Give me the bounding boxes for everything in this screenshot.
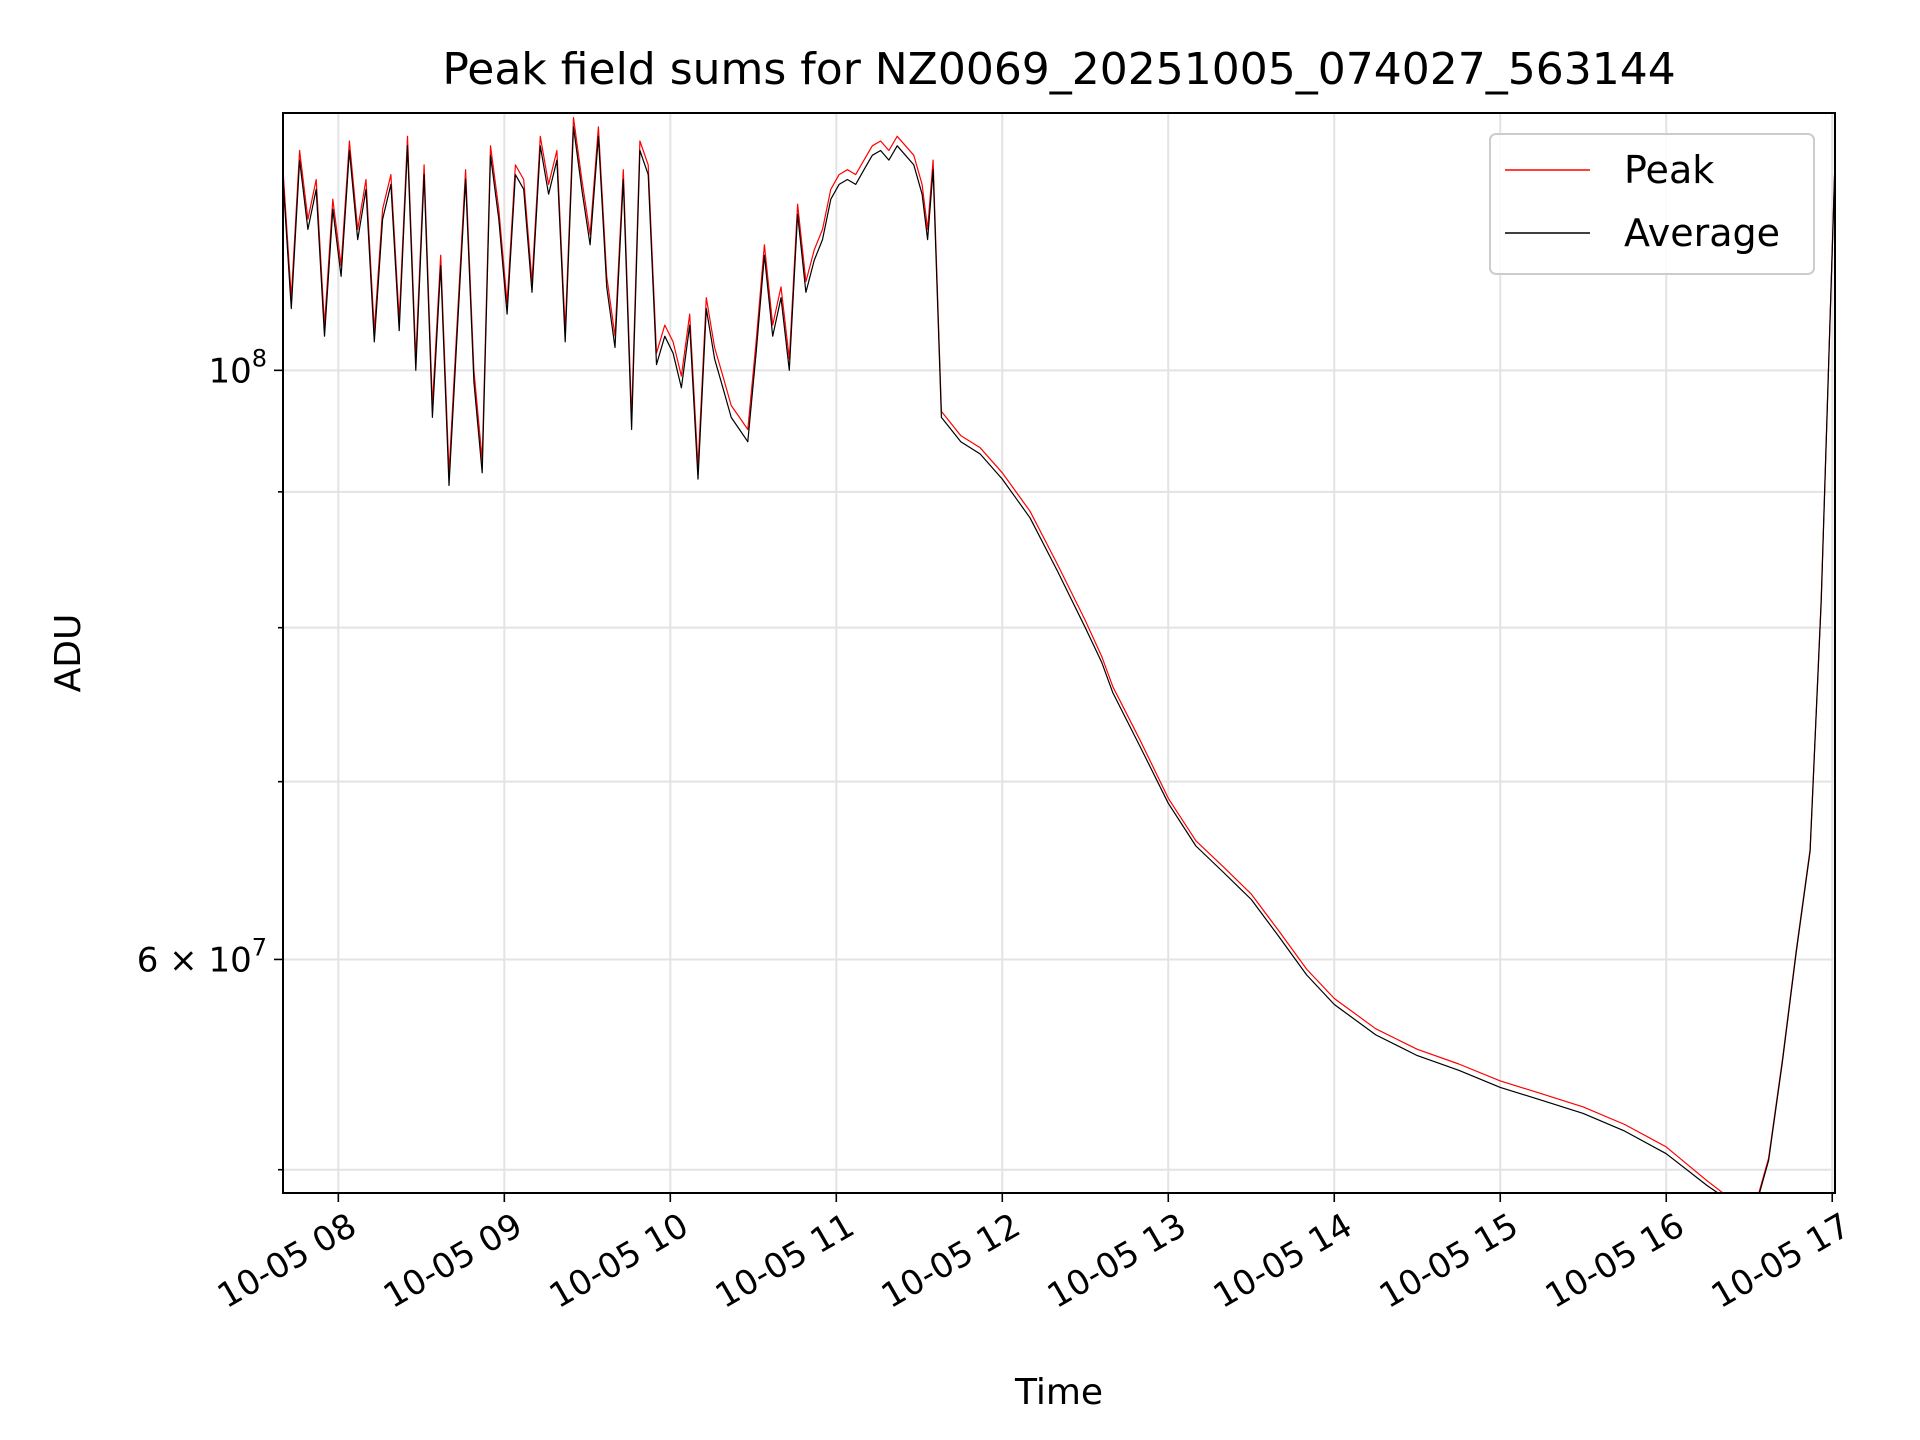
legend-box xyxy=(1489,133,1815,275)
legend-peak-label: Peak xyxy=(1624,148,1714,192)
plot-frame xyxy=(282,112,1836,1194)
series-line-peak xyxy=(283,117,1835,1193)
series-line-average xyxy=(283,126,1835,1193)
y-tick-label-prefix: 10 xyxy=(208,351,251,391)
y-axis-label: ADU xyxy=(48,614,89,693)
legend: Peak Average xyxy=(1489,133,1815,275)
y-tick-label-exponent: 8 xyxy=(252,344,267,372)
y-tick-label: 108 xyxy=(208,344,267,391)
y-tick-label-exponent: 7 xyxy=(252,933,267,961)
x-axis-label: Time xyxy=(1014,1372,1103,1413)
series-layer xyxy=(283,117,1835,1193)
grid xyxy=(283,113,1835,1193)
y-tick-label-prefix: 6 × 10 xyxy=(137,940,252,980)
chart-title: Peak field sums for NZ0069_20251005_0740… xyxy=(442,44,1675,95)
y-tick-label: 6 × 107 xyxy=(137,933,267,980)
legend-average-label: Average xyxy=(1624,211,1780,255)
y-axis-ticks: 108 6 × 107 xyxy=(137,344,283,1171)
